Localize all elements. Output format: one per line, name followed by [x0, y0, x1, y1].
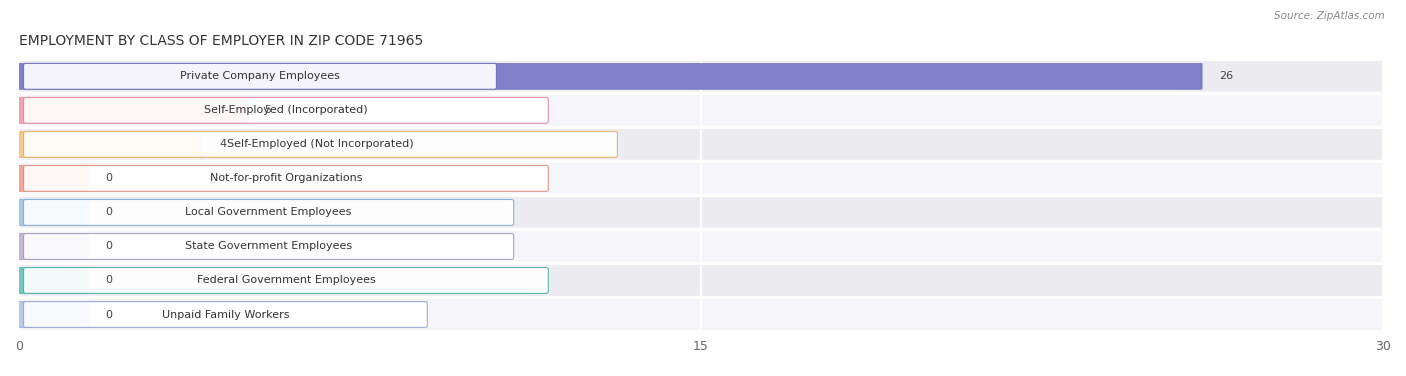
Text: 0: 0	[105, 208, 112, 217]
Text: Self-Employed (Incorporated): Self-Employed (Incorporated)	[204, 105, 368, 115]
Text: State Government Employees: State Government Employees	[186, 241, 352, 252]
FancyBboxPatch shape	[18, 129, 1384, 160]
Text: Source: ZipAtlas.com: Source: ZipAtlas.com	[1274, 11, 1385, 21]
Text: 0: 0	[105, 241, 112, 252]
FancyBboxPatch shape	[24, 268, 548, 293]
FancyBboxPatch shape	[18, 61, 1384, 92]
FancyBboxPatch shape	[18, 197, 1384, 228]
FancyBboxPatch shape	[24, 132, 617, 157]
FancyBboxPatch shape	[18, 302, 89, 327]
FancyBboxPatch shape	[18, 132, 202, 157]
FancyBboxPatch shape	[24, 233, 513, 259]
FancyBboxPatch shape	[24, 165, 548, 191]
FancyBboxPatch shape	[18, 268, 89, 293]
FancyBboxPatch shape	[18, 231, 1384, 262]
Text: 26: 26	[1219, 71, 1233, 81]
FancyBboxPatch shape	[18, 64, 1202, 89]
FancyBboxPatch shape	[18, 200, 89, 225]
FancyBboxPatch shape	[18, 233, 89, 259]
Text: Local Government Employees: Local Government Employees	[186, 208, 352, 217]
FancyBboxPatch shape	[18, 165, 89, 191]
FancyBboxPatch shape	[24, 97, 548, 123]
FancyBboxPatch shape	[24, 64, 496, 89]
Text: Unpaid Family Workers: Unpaid Family Workers	[162, 309, 290, 320]
Text: 4: 4	[219, 139, 226, 149]
FancyBboxPatch shape	[24, 200, 513, 225]
Text: Not-for-profit Organizations: Not-for-profit Organizations	[209, 173, 363, 183]
Text: Federal Government Employees: Federal Government Employees	[197, 276, 375, 285]
FancyBboxPatch shape	[18, 265, 1384, 296]
Text: 0: 0	[105, 173, 112, 183]
FancyBboxPatch shape	[18, 299, 1384, 330]
FancyBboxPatch shape	[18, 95, 1384, 126]
FancyBboxPatch shape	[18, 97, 247, 123]
Text: Self-Employed (Not Incorporated): Self-Employed (Not Incorporated)	[228, 139, 413, 149]
Text: EMPLOYMENT BY CLASS OF EMPLOYER IN ZIP CODE 71965: EMPLOYMENT BY CLASS OF EMPLOYER IN ZIP C…	[20, 34, 423, 48]
Text: Private Company Employees: Private Company Employees	[180, 71, 340, 81]
Text: 0: 0	[105, 309, 112, 320]
FancyBboxPatch shape	[24, 302, 427, 327]
FancyBboxPatch shape	[18, 163, 1384, 194]
Text: 5: 5	[264, 105, 271, 115]
Text: 0: 0	[105, 276, 112, 285]
